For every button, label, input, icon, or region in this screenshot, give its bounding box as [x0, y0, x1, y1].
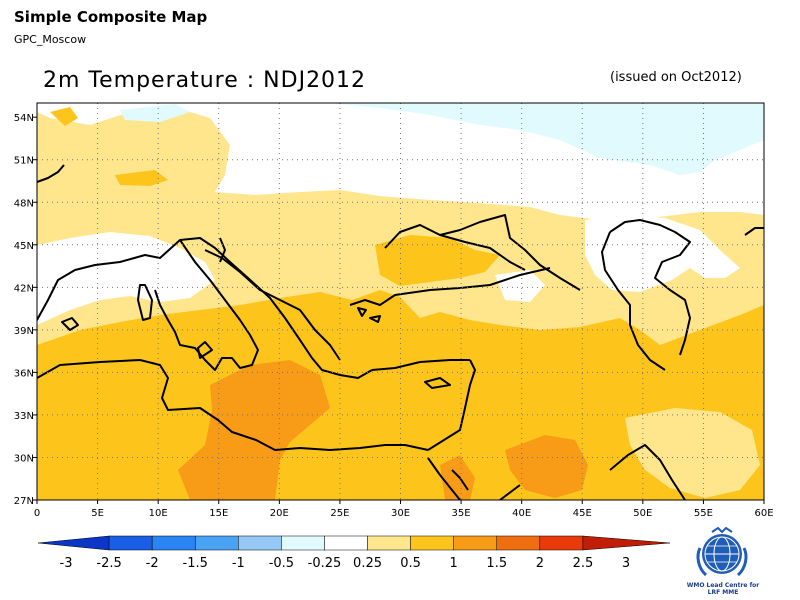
app-subtitle: GPC_Moscow [14, 33, 87, 46]
legend-label: 0.25 [353, 556, 382, 571]
lat-tick-label: 42N [14, 283, 34, 294]
map-title: 2m Temperature : NDJ2012 [43, 68, 367, 93]
lon-tick-label: 25E [330, 508, 349, 519]
lon-tick-label: 60E [754, 508, 773, 519]
legend-swatch [281, 535, 325, 551]
lat-tick-label: 54N [14, 113, 34, 124]
lon-tick-label: 45E [573, 508, 592, 519]
lon-tick-label: 35E [452, 508, 471, 519]
lat-tick-label: 45N [14, 241, 34, 252]
lon-tick-label: 40E [512, 508, 531, 519]
legend-label: 0.5 [400, 556, 421, 571]
lon-tick-label: 30E [391, 508, 410, 519]
legend-swatch [324, 535, 368, 551]
legend-swatch [582, 535, 671, 551]
lon-tick-label: 50E [633, 508, 652, 519]
anomaly-fill [37, 103, 764, 500]
lat-tick-label: 36N [14, 368, 34, 379]
lat-tick-label: 48N [14, 198, 34, 209]
legend-colorbar: -3 -2.5 -2 -1.5 -1 -0.5 -0.25 0.25 0.5 1 1.5 2 2.5 3 [37, 535, 671, 571]
legend-swatch [496, 535, 541, 551]
lon-tick-label: 5E [91, 508, 104, 519]
legend-swatch [453, 535, 498, 551]
lat-tick-label: 51N [14, 156, 34, 167]
legend-label: -2 [146, 556, 159, 571]
legend-swatch [238, 535, 282, 551]
issued-date: (issued on Oct2012) [610, 70, 742, 85]
legend-label: -2.5 [96, 556, 121, 571]
longitude-axis: 0 5E 10E 15E 20E 25E 30E 35E 40E 45E 50E 55E 60E [34, 500, 774, 519]
legend-swatch [410, 535, 454, 551]
legend-label: 1.5 [486, 556, 507, 571]
legend-label: 3 [622, 556, 630, 571]
coastlines [37, 164, 764, 500]
legend-swatch [151, 535, 196, 551]
legend-label: 1 [450, 556, 458, 571]
legend-label: -0.25 [308, 556, 342, 571]
legend-label: -3 [60, 556, 73, 571]
logo-caption-line2: LRF MME [707, 589, 739, 596]
lon-tick-label: 20E [270, 508, 289, 519]
legend-label: 2.5 [573, 556, 594, 571]
grid-lines [37, 103, 764, 500]
legend-swatch [108, 535, 153, 551]
lon-tick-label: 0 [34, 508, 40, 519]
legend-swatch [37, 535, 110, 551]
lon-tick-label: 55E [694, 508, 713, 519]
legend-swatch [367, 535, 411, 551]
app-title: Simple Composite Map [14, 8, 208, 26]
logo-caption-line1: WMO Lead Centre for [686, 582, 760, 589]
legend-label: -1 [232, 556, 245, 571]
legend-label: -0.5 [269, 556, 294, 571]
lat-tick-label: 39N [14, 326, 34, 337]
lat-tick-label: 27N [14, 496, 34, 507]
wmo-logo [696, 526, 748, 577]
lon-tick-label: 10E [149, 508, 168, 519]
legend-label: -1.5 [183, 556, 208, 571]
latitude-axis: 54N 51N 48N 45N 42N 39N 36N 33N 30N 27N [14, 113, 37, 507]
legend-swatch [539, 535, 584, 551]
lon-tick-label: 15E [209, 508, 228, 519]
legend-label: 2 [536, 556, 544, 571]
lat-tick-label: 30N [14, 453, 34, 464]
lat-tick-label: 33N [14, 411, 34, 422]
legend-swatch [194, 535, 239, 551]
